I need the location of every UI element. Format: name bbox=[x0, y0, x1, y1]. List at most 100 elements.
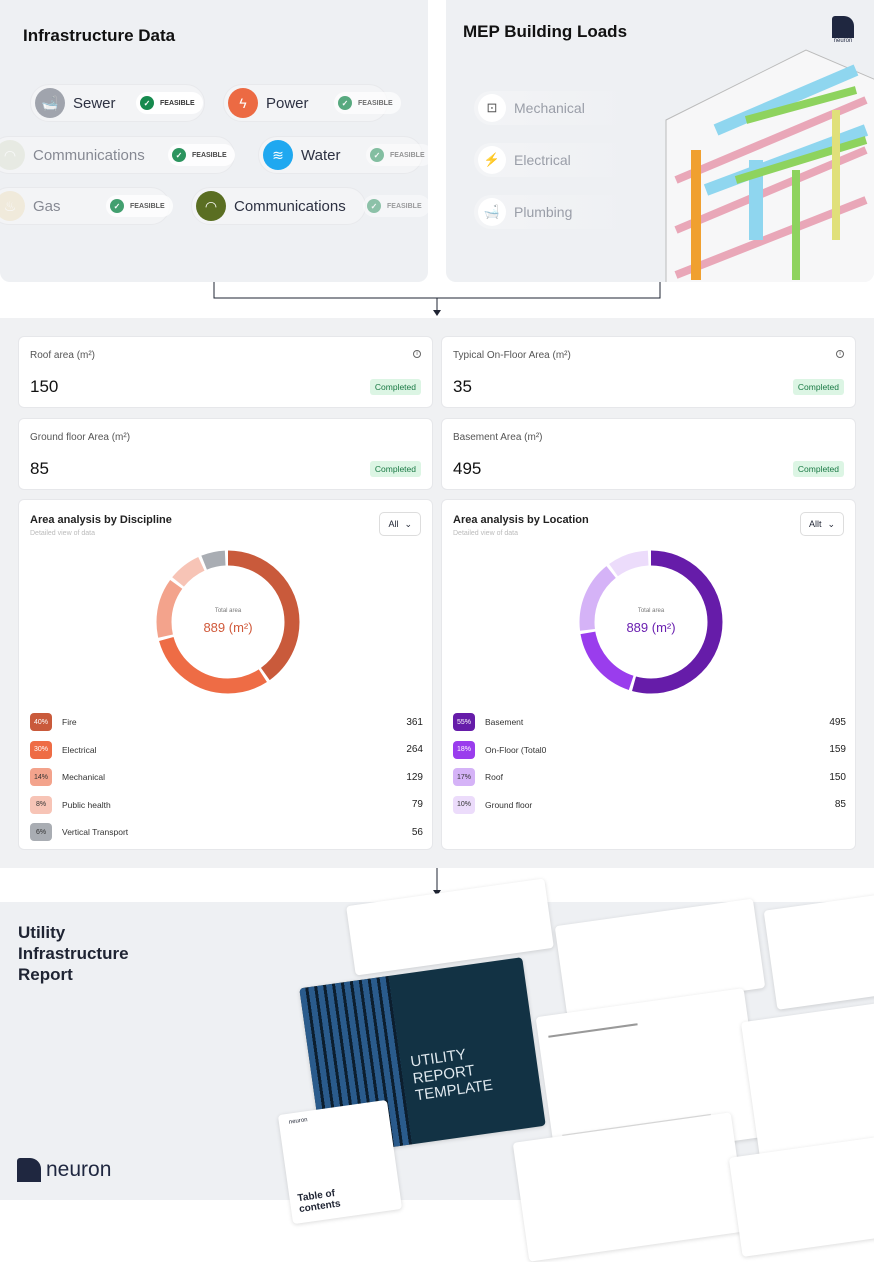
flame-icon: ♨ bbox=[0, 191, 25, 221]
status-text: FEASIBLE bbox=[192, 151, 227, 159]
infra-item-label: Communications bbox=[234, 197, 346, 215]
percent-badge: 30% bbox=[30, 740, 52, 759]
area-label: Ground floor Area (m²) bbox=[30, 432, 131, 443]
mep-item-mechanical[interactable]: ⊡ Mechanical bbox=[474, 91, 634, 125]
neuron-logo: neuron bbox=[832, 16, 854, 46]
area-label: Basement Area (m²) bbox=[453, 432, 543, 443]
mep-item-electrical[interactable]: ⚡ Electrical bbox=[474, 143, 634, 177]
status-text: FEASIBLE bbox=[130, 202, 165, 210]
infra-item-communications[interactable]: ◠ Communications bbox=[0, 136, 235, 174]
percent-badge: 14% bbox=[30, 768, 52, 786]
chart-subtitle: Detailed view of data bbox=[30, 530, 95, 537]
center-value: 889 (m²) bbox=[626, 620, 676, 635]
area-value: 495 bbox=[453, 459, 482, 478]
infra-item-communications[interactable]: ◠ Communications bbox=[191, 187, 366, 225]
neuron-logo: neuron bbox=[17, 1158, 111, 1182]
area-label: Typical On-Floor Area (m²) bbox=[453, 350, 571, 361]
status-badge: Completed bbox=[792, 461, 844, 477]
legend-item: 14% Mechanical 129 bbox=[30, 767, 423, 787]
legend-label: Electrical bbox=[62, 744, 97, 755]
infra-item-label: Gas bbox=[33, 197, 61, 215]
donut-segment-electrical[interactable] bbox=[156, 550, 300, 694]
center-value: 889 (m²) bbox=[203, 620, 253, 635]
chart-title: Area analysis by Discipline bbox=[30, 514, 172, 526]
area-value: 150 bbox=[30, 377, 59, 396]
percent-badge: 55% bbox=[453, 713, 475, 731]
legend-item: 55% Basement 495 bbox=[453, 712, 846, 732]
donut-segment-fire[interactable] bbox=[156, 550, 300, 694]
infra-item-label: Communications bbox=[33, 146, 145, 164]
legend-value: 129 bbox=[406, 771, 423, 783]
legend-value: 159 bbox=[829, 744, 846, 755]
infra-item-label: Power bbox=[266, 94, 309, 112]
infra-item-label: Water bbox=[301, 146, 341, 164]
waves-icon: ≋ bbox=[263, 140, 293, 170]
check-icon: ✓ bbox=[367, 199, 381, 213]
area-card: Ground floor Area (m²) 85 Completed bbox=[18, 418, 433, 490]
bathtub-icon: 🛁 bbox=[478, 198, 506, 226]
panel-title: Infrastructure Data bbox=[23, 26, 176, 45]
wifi-icon: ◠ bbox=[0, 140, 25, 170]
legend-item: 30% Electrical 264 bbox=[30, 740, 423, 760]
check-icon: ✓ bbox=[172, 148, 186, 162]
chevron-down-icon: ⌄ bbox=[827, 518, 835, 529]
donut-chart bbox=[156, 550, 300, 694]
infrastructure-panel: Infrastructure Data 🛁 Sewer ✓ FEASIBLE ϟ … bbox=[0, 0, 433, 282]
check-icon: ✓ bbox=[338, 96, 352, 110]
legend-label: Roof bbox=[485, 772, 503, 782]
chart-card: Area analysis by Location Detailed view … bbox=[441, 499, 856, 850]
percent-badge: 6% bbox=[30, 823, 52, 841]
bathtub-icon: 🛁 bbox=[35, 88, 65, 118]
filter-value: Allt bbox=[808, 519, 822, 529]
infra-item-label: Sewer bbox=[73, 94, 116, 112]
check-icon: ✓ bbox=[110, 199, 124, 213]
status-badge: ✓ FEASIBLE bbox=[334, 92, 401, 114]
legend-item: 10% Ground floor 85 bbox=[453, 795, 846, 815]
legend-item: 8% Public health 79 bbox=[30, 795, 423, 815]
donut-chart bbox=[579, 550, 723, 694]
filter-dropdown[interactable]: Allt ⌄ bbox=[799, 512, 844, 536]
check-icon: ✓ bbox=[370, 148, 384, 162]
panel-title: MEP Building Loads bbox=[463, 22, 628, 41]
legend-label: Basement bbox=[485, 717, 524, 727]
percent-badge: 17% bbox=[453, 768, 475, 786]
center-label: Total area bbox=[637, 608, 665, 614]
chart-title: Area analysis by Location bbox=[453, 514, 589, 526]
legend-item: 40% Fire 361 bbox=[30, 712, 423, 732]
status-text: FEASIBLE bbox=[387, 202, 422, 210]
legend-value: 361 bbox=[406, 716, 423, 728]
legend-value: 85 bbox=[834, 799, 846, 810]
status-badge: ✓ FEASIBLE bbox=[168, 144, 235, 166]
area-label: Roof area (m²) bbox=[30, 350, 96, 361]
info-icon[interactable]: i bbox=[413, 350, 421, 358]
plug-icon: ⚡ bbox=[478, 146, 506, 174]
donut-segment-basement[interactable] bbox=[579, 550, 723, 694]
fan-icon: ⊡ bbox=[478, 94, 506, 122]
filter-dropdown[interactable]: All ⌄ bbox=[379, 512, 421, 536]
donut-segment-roof[interactable] bbox=[579, 550, 723, 694]
legend-item: 6% Vertical Transport 56 bbox=[30, 822, 423, 842]
status-badge: Completed bbox=[792, 379, 844, 395]
wifi-icon: ◠ bbox=[196, 191, 226, 221]
mep-item-label: Electrical bbox=[514, 152, 571, 168]
status-text: FEASIBLE bbox=[160, 99, 195, 107]
report-title: Utility Infrastructure Report bbox=[18, 923, 129, 984]
legend-item: 18% On-Floor (Total0 159 bbox=[453, 740, 846, 760]
legend-value: 56 bbox=[411, 826, 423, 838]
mep-item-plumbing[interactable]: 🛁 Plumbing bbox=[474, 195, 634, 229]
status-text: FEASIBLE bbox=[358, 99, 393, 107]
percent-badge: 18% bbox=[453, 740, 475, 759]
toc-title: Table of contents bbox=[296, 1188, 342, 1216]
chart-subtitle: Detailed view of data bbox=[453, 530, 518, 537]
logo-text: neuron bbox=[46, 1158, 112, 1181]
status-badge: ✓ FEASIBLE bbox=[363, 195, 430, 217]
legend-label: Mechanical bbox=[62, 772, 105, 782]
area-value: 35 bbox=[453, 377, 472, 396]
mep-item-label: Plumbing bbox=[514, 204, 573, 220]
status-badge: Completed bbox=[369, 461, 421, 477]
info-icon[interactable]: i bbox=[836, 350, 844, 358]
status-badge: ✓ FEASIBLE bbox=[366, 144, 433, 166]
donut-segment-mechanical[interactable] bbox=[156, 550, 300, 694]
mep-panel: MEP Building Loads neuron ⊡ Mechanical ⚡ El… bbox=[446, 0, 874, 282]
lightning-icon: ϟ bbox=[228, 88, 258, 118]
